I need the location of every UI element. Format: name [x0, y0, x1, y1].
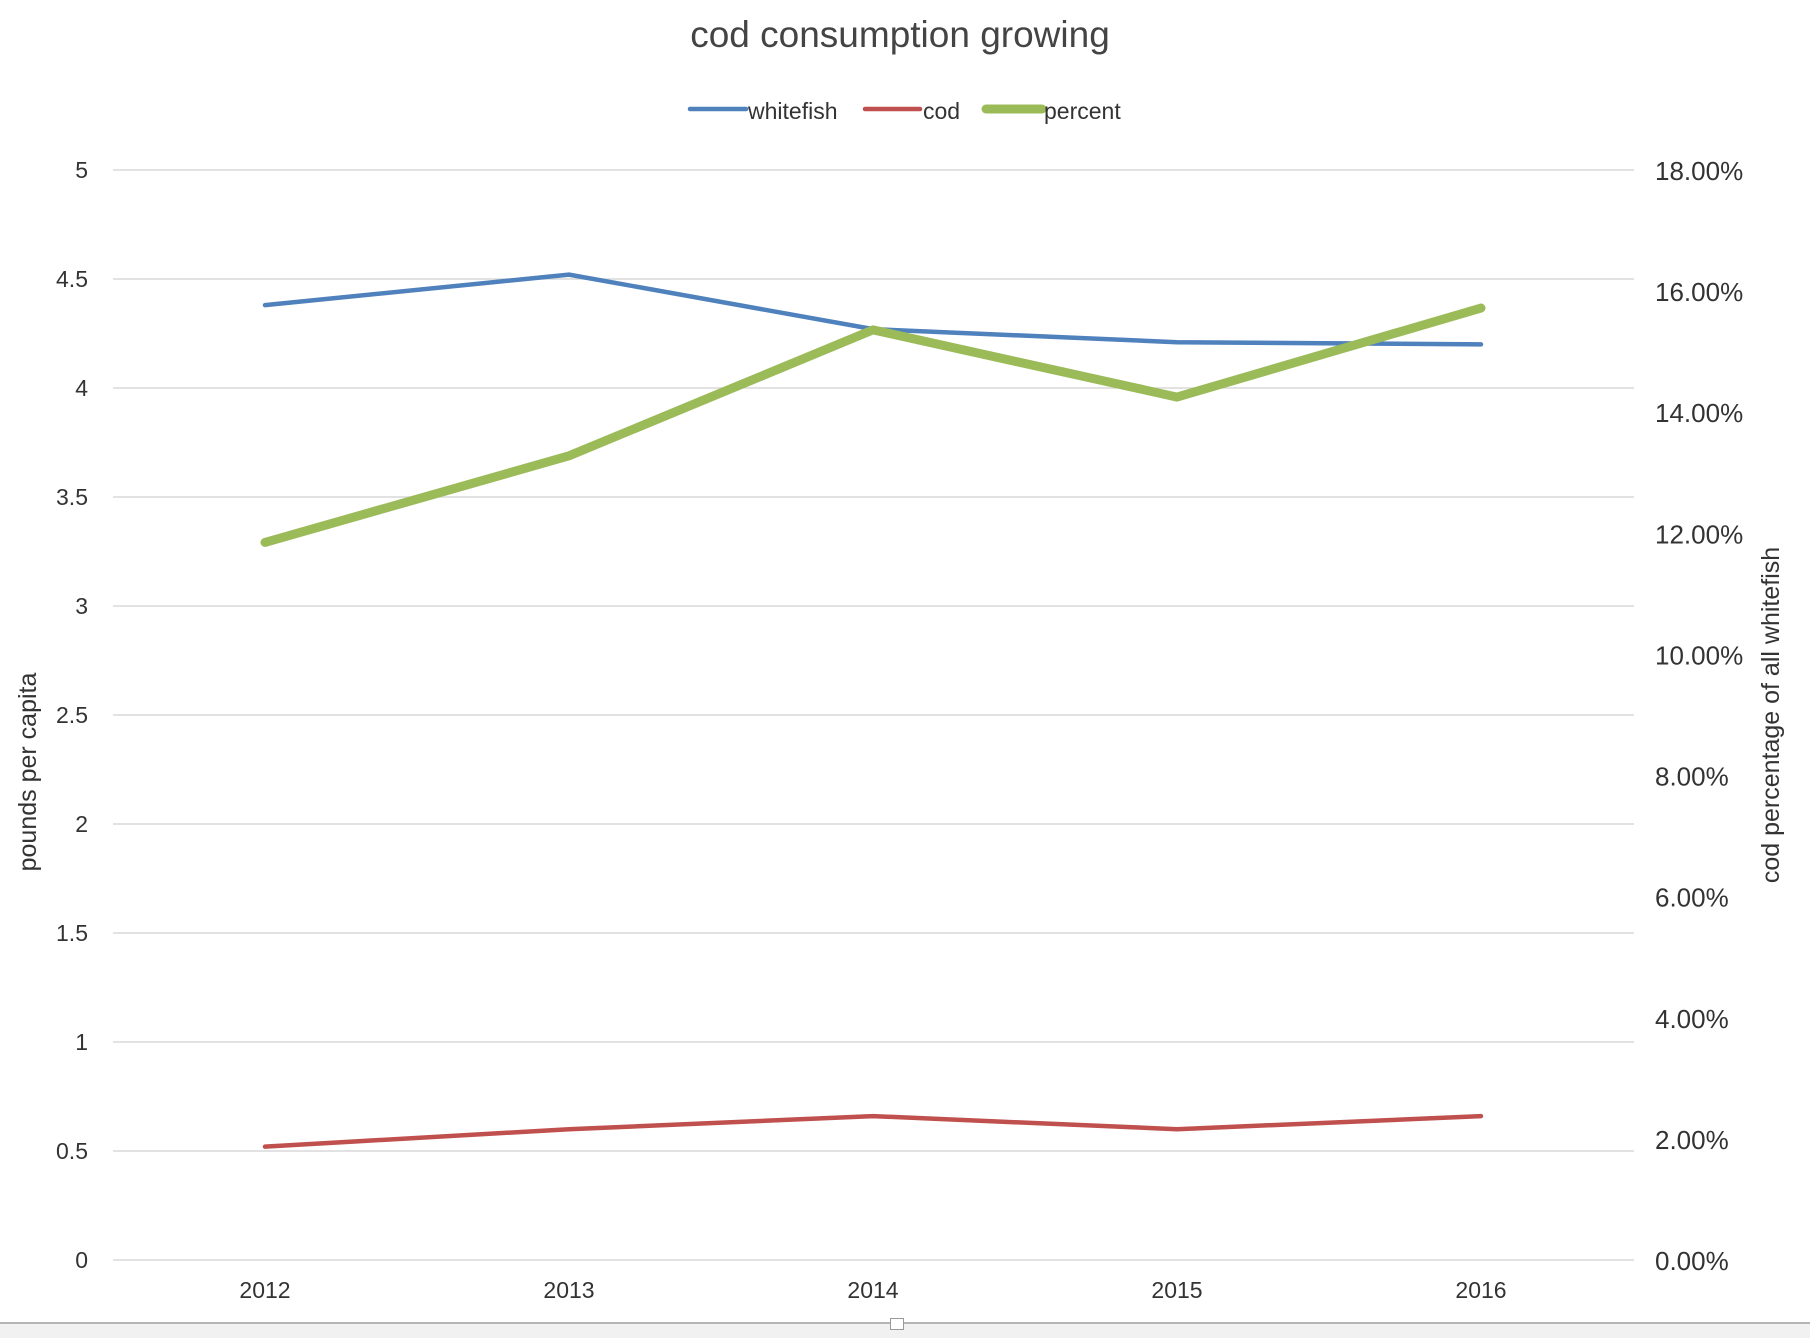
- legend: whitefish cod percent: [687, 98, 1121, 124]
- chart-title: cod consumption growing: [690, 14, 1110, 55]
- legend-label-percent: percent: [1044, 98, 1121, 124]
- y2-tick-label: 8.00%: [1655, 762, 1729, 792]
- gridlines: [113, 169, 1634, 1261]
- y-axis-title: pounds per capita: [14, 673, 42, 872]
- y-tick-label: 0.5: [56, 1138, 88, 1164]
- y-tick-label: 1.5: [56, 920, 88, 946]
- x-tick-label: 2016: [1455, 1277, 1506, 1303]
- y2-tick-label: 10.00%: [1655, 640, 1743, 670]
- y-tick-label: 4.5: [56, 266, 88, 292]
- y-tick-label: 5: [75, 157, 88, 183]
- y2-tick-label: 16.00%: [1655, 277, 1743, 307]
- y2-tick-label: 18.00%: [1655, 156, 1743, 186]
- legend-label-whitefish: whitefish: [747, 98, 837, 124]
- y2-axis-title: cod percentage of all whitefish: [1757, 547, 1785, 883]
- y2-tick-label: 6.00%: [1655, 883, 1729, 913]
- y-tick-label: 4: [75, 375, 88, 401]
- y-tick-label: 2: [75, 811, 88, 837]
- legend-label-cod: cod: [923, 98, 960, 124]
- y-tick-label: 3.5: [56, 484, 88, 510]
- x-tick-label: 2012: [239, 1277, 290, 1303]
- y2-tick-label: 14.00%: [1655, 398, 1743, 428]
- scroll-handle[interactable]: [890, 1318, 904, 1330]
- bottom-scrollbar[interactable]: [0, 1322, 1810, 1338]
- y2-tick-label: 4.00%: [1655, 1004, 1729, 1034]
- y2-tick-label: 12.00%: [1655, 519, 1743, 549]
- x-tick-label: 2013: [543, 1277, 594, 1303]
- y-tick-label: 2.5: [56, 702, 88, 728]
- x-axis-ticks: 2012 2013 2014 2015 2016: [239, 1277, 1506, 1303]
- y-tick-label: 0: [75, 1247, 88, 1273]
- y-tick-label: 3: [75, 593, 88, 619]
- y2-tick-label: 2.00%: [1655, 1125, 1729, 1155]
- series-line-cod: [262, 1113, 1484, 1149]
- y-tick-label: 1: [75, 1029, 88, 1055]
- series-line-percent: [260, 303, 1486, 547]
- left-axis-ticks: 0 0.5 1 1.5 2 2.5 3 3.5 4 4.5 5: [56, 157, 88, 1273]
- right-axis-ticks: 0.00% 2.00% 4.00% 6.00% 8.00% 10.00% 12.00% 14.…: [1655, 156, 1743, 1276]
- x-tick-label: 2015: [1151, 1277, 1202, 1303]
- y2-tick-label: 0.00%: [1655, 1246, 1729, 1276]
- series-lines: [260, 272, 1486, 1149]
- x-tick-label: 2014: [847, 1277, 898, 1303]
